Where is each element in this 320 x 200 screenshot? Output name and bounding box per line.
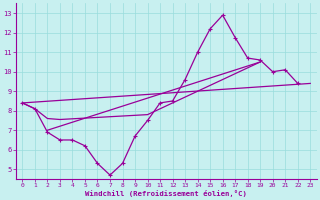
X-axis label: Windchill (Refroidissement éolien,°C): Windchill (Refroidissement éolien,°C) <box>85 190 247 197</box>
